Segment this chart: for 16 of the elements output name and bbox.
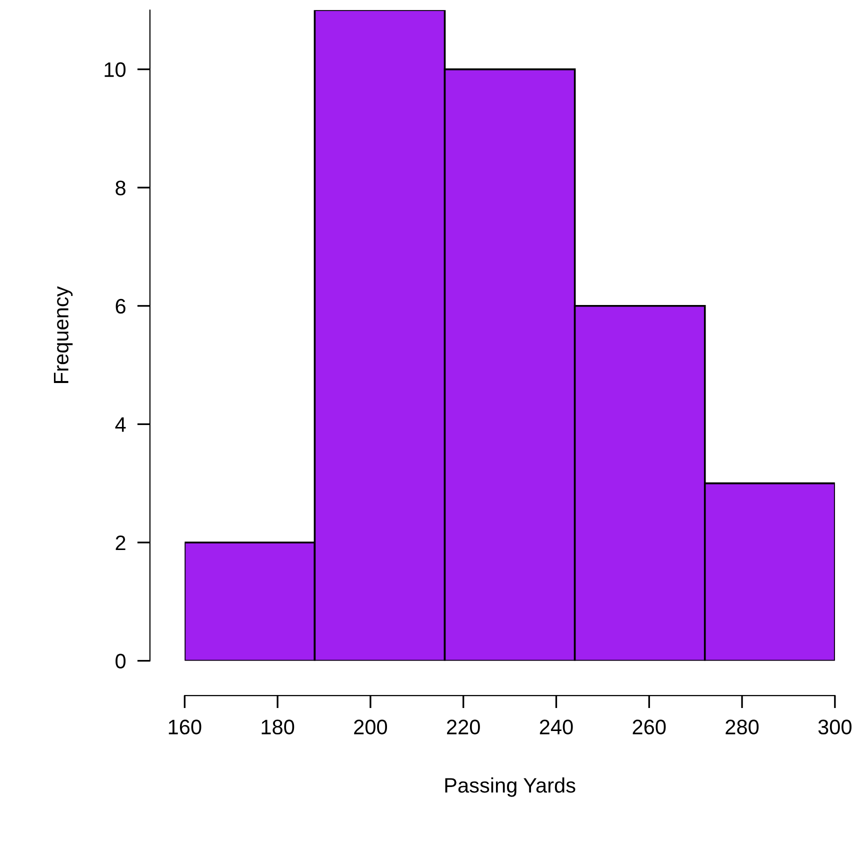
x-tick-label: 260 — [632, 720, 666, 734]
y-tick-label: 4 — [115, 417, 126, 432]
x-tick-label: 200 — [354, 720, 388, 734]
y-axis-title: Frequency — [54, 286, 73, 383]
y-tick-label: 2 — [116, 535, 126, 550]
y-tick-label: 8 — [116, 180, 126, 196]
x-tick-label: 300 — [818, 720, 852, 734]
x-tick-label: 160 — [168, 720, 202, 734]
x-tick-label: 220 — [447, 720, 480, 734]
x-tick-label: 180 — [262, 720, 294, 734]
x-tick-label: 240 — [540, 720, 573, 734]
y-tick-label: 6 — [116, 298, 126, 314]
y-tick-label: 10 — [104, 62, 126, 78]
y-tick-label: 0 — [116, 654, 126, 669]
x-tick-label: 280 — [726, 720, 759, 734]
x-axis-title: Passing Yards — [445, 777, 576, 797]
